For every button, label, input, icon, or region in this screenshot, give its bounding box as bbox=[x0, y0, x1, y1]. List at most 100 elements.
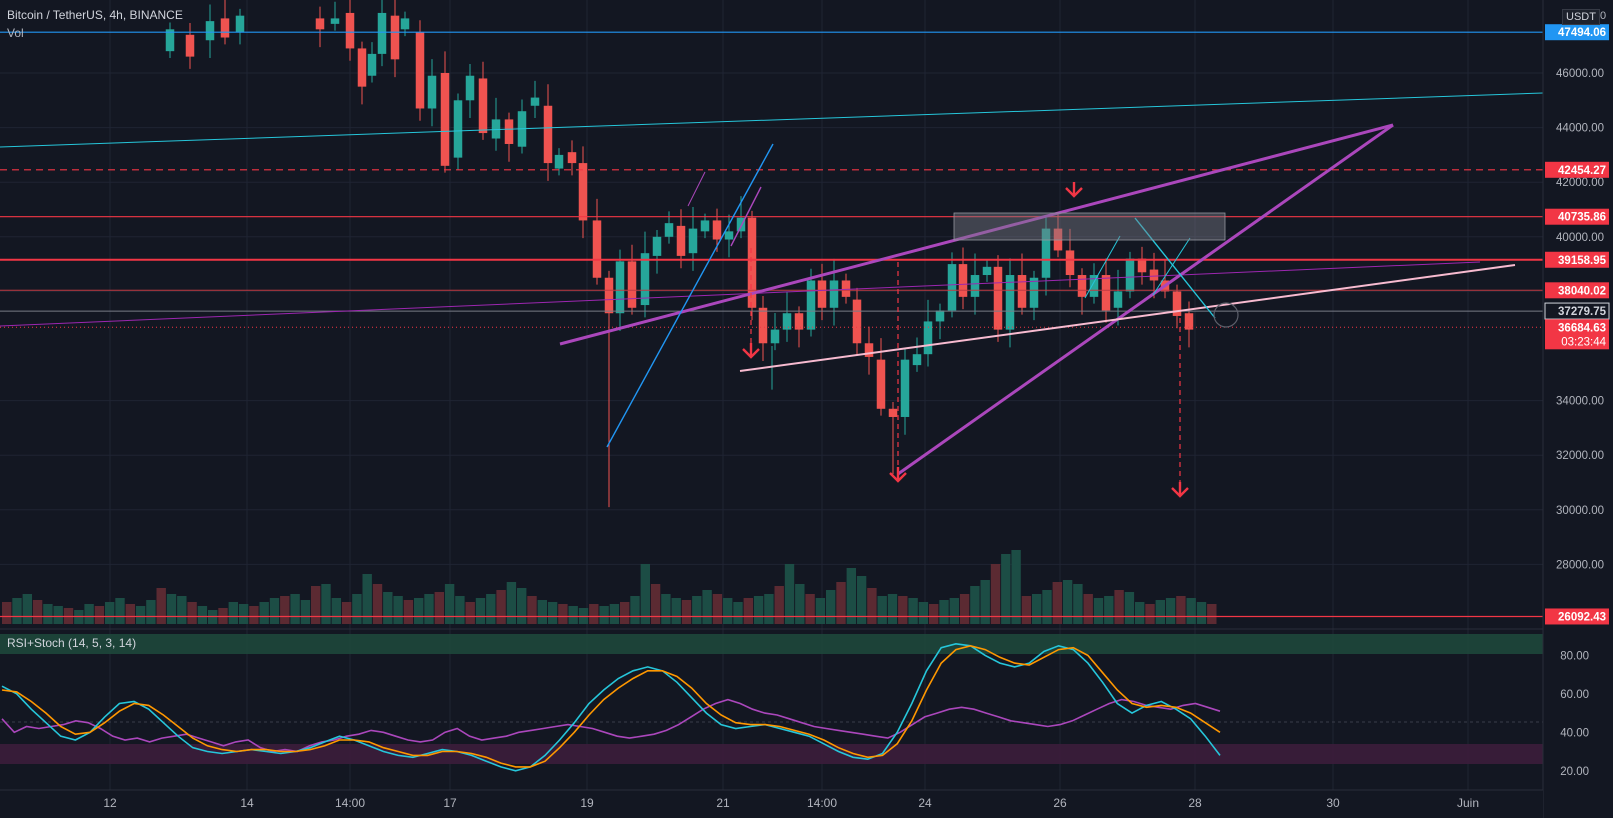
indicator-legend[interactable]: RSI+Stoch (14, 5, 3, 14) bbox=[7, 636, 137, 650]
volume-bar bbox=[166, 594, 177, 624]
volume-bar bbox=[403, 600, 414, 624]
candle-body bbox=[1101, 275, 1111, 311]
volume-bar bbox=[1114, 590, 1124, 624]
volume-bar bbox=[259, 602, 269, 624]
resistance-zone bbox=[953, 212, 1226, 241]
candle-body bbox=[993, 266, 1003, 330]
volume-bar bbox=[568, 606, 578, 624]
volume-bar bbox=[125, 604, 135, 624]
volume-bar bbox=[383, 592, 393, 624]
candle-body bbox=[758, 307, 768, 344]
volume-bar bbox=[846, 568, 856, 624]
candle-body bbox=[205, 21, 215, 41]
candle-body bbox=[1029, 277, 1039, 308]
volume-bar bbox=[465, 602, 475, 624]
series-line-rsi bbox=[1, 698, 1221, 753]
volume-bar bbox=[105, 602, 115, 624]
candle-body bbox=[982, 266, 992, 276]
trend-line bbox=[1152, 237, 1191, 296]
candle-body bbox=[604, 277, 614, 314]
trend-line bbox=[0, 261, 1481, 327]
volume-bar bbox=[177, 596, 187, 624]
volume-bar bbox=[249, 606, 259, 624]
volume-bar bbox=[620, 602, 630, 624]
currency-badge[interactable]: USDT bbox=[1562, 9, 1600, 25]
volume-bar bbox=[300, 600, 311, 624]
candle-body bbox=[578, 163, 588, 221]
volume-bar bbox=[331, 598, 341, 624]
candle-body bbox=[864, 343, 874, 357]
time-tick-label: 14:00 bbox=[807, 796, 837, 810]
price-axis[interactable]: 46000.0044000.0042000.0040000.0038000.00… bbox=[1542, 0, 1613, 818]
candle-body bbox=[676, 225, 686, 256]
candle-body bbox=[330, 18, 340, 24]
candle-body bbox=[688, 228, 698, 254]
volume-bar bbox=[455, 596, 465, 624]
trend-line bbox=[0, 92, 1544, 148]
volume-bar bbox=[702, 590, 712, 624]
candle-body bbox=[1077, 275, 1087, 297]
volume-bar bbox=[311, 586, 321, 624]
price-tag bbox=[1545, 208, 1609, 225]
wedge-upper-line bbox=[559, 123, 1394, 346]
volume-bar bbox=[372, 584, 383, 624]
volume-bar bbox=[1104, 596, 1114, 624]
countdown-label: 03:23:44 bbox=[1561, 336, 1606, 348]
candle-body bbox=[700, 220, 710, 232]
price-tag bbox=[1544, 302, 1610, 320]
wedge-lower-line bbox=[897, 123, 1394, 476]
symbol-title[interactable]: Bitcoin / TetherUS, 4h, BINANCE bbox=[7, 8, 183, 22]
volume-bar bbox=[424, 594, 434, 624]
candle-body bbox=[912, 354, 922, 366]
price-tag-label: 47494.06 bbox=[1558, 27, 1606, 39]
axis-background bbox=[1543, 0, 1613, 818]
candle-body bbox=[1149, 269, 1159, 281]
candle-body bbox=[935, 310, 945, 322]
price-tick-label: 46000.00 bbox=[1556, 68, 1604, 80]
price-tag bbox=[1545, 608, 1609, 625]
volume-bar bbox=[980, 580, 990, 624]
volume-bar bbox=[434, 592, 444, 624]
time-tick-label: 21 bbox=[716, 796, 730, 810]
volume-bar bbox=[475, 598, 486, 624]
volume-legend[interactable]: Vol bbox=[7, 26, 24, 40]
candle-body bbox=[235, 15, 245, 33]
candle-body bbox=[1053, 228, 1063, 251]
volume-bar bbox=[630, 596, 640, 624]
volume-bar bbox=[341, 602, 352, 624]
volume-bar bbox=[290, 594, 300, 624]
time-tick-label: 17 bbox=[443, 796, 457, 810]
candle-body bbox=[829, 280, 839, 308]
candle-body bbox=[377, 12, 387, 54]
volume-bar bbox=[1135, 602, 1145, 624]
volume-bar bbox=[815, 598, 826, 624]
volume-bar bbox=[32, 600, 43, 624]
time-axis[interactable]: 12 14 14:00 17 19 21 14:00 24 26 28 30 Juin bbox=[0, 789, 1543, 818]
candle-body bbox=[453, 100, 463, 158]
candle-body bbox=[592, 220, 602, 278]
volume-bar bbox=[280, 596, 290, 624]
candle-body bbox=[724, 231, 734, 240]
volume-bar bbox=[867, 588, 877, 624]
volume-bar bbox=[558, 604, 568, 624]
candle-body bbox=[185, 34, 195, 57]
candle-body bbox=[923, 321, 933, 355]
price-tag-label: 39158.95 bbox=[1558, 255, 1607, 267]
candle-body bbox=[491, 119, 501, 139]
candle-body bbox=[888, 408, 898, 417]
volume-bar bbox=[692, 596, 702, 624]
volume-bar bbox=[238, 604, 249, 624]
volume-bar bbox=[609, 604, 620, 624]
price-tag-label: 37279.75 bbox=[1558, 306, 1607, 318]
candle-body bbox=[1113, 291, 1123, 308]
oversold-band bbox=[0, 744, 1543, 764]
candle-body bbox=[958, 264, 968, 297]
candle-body bbox=[478, 78, 488, 134]
volume-bar bbox=[774, 586, 784, 624]
price-tag bbox=[1545, 251, 1609, 268]
price-tag bbox=[1545, 161, 1609, 178]
volume-bar bbox=[650, 584, 661, 624]
candle-body bbox=[400, 18, 410, 30]
